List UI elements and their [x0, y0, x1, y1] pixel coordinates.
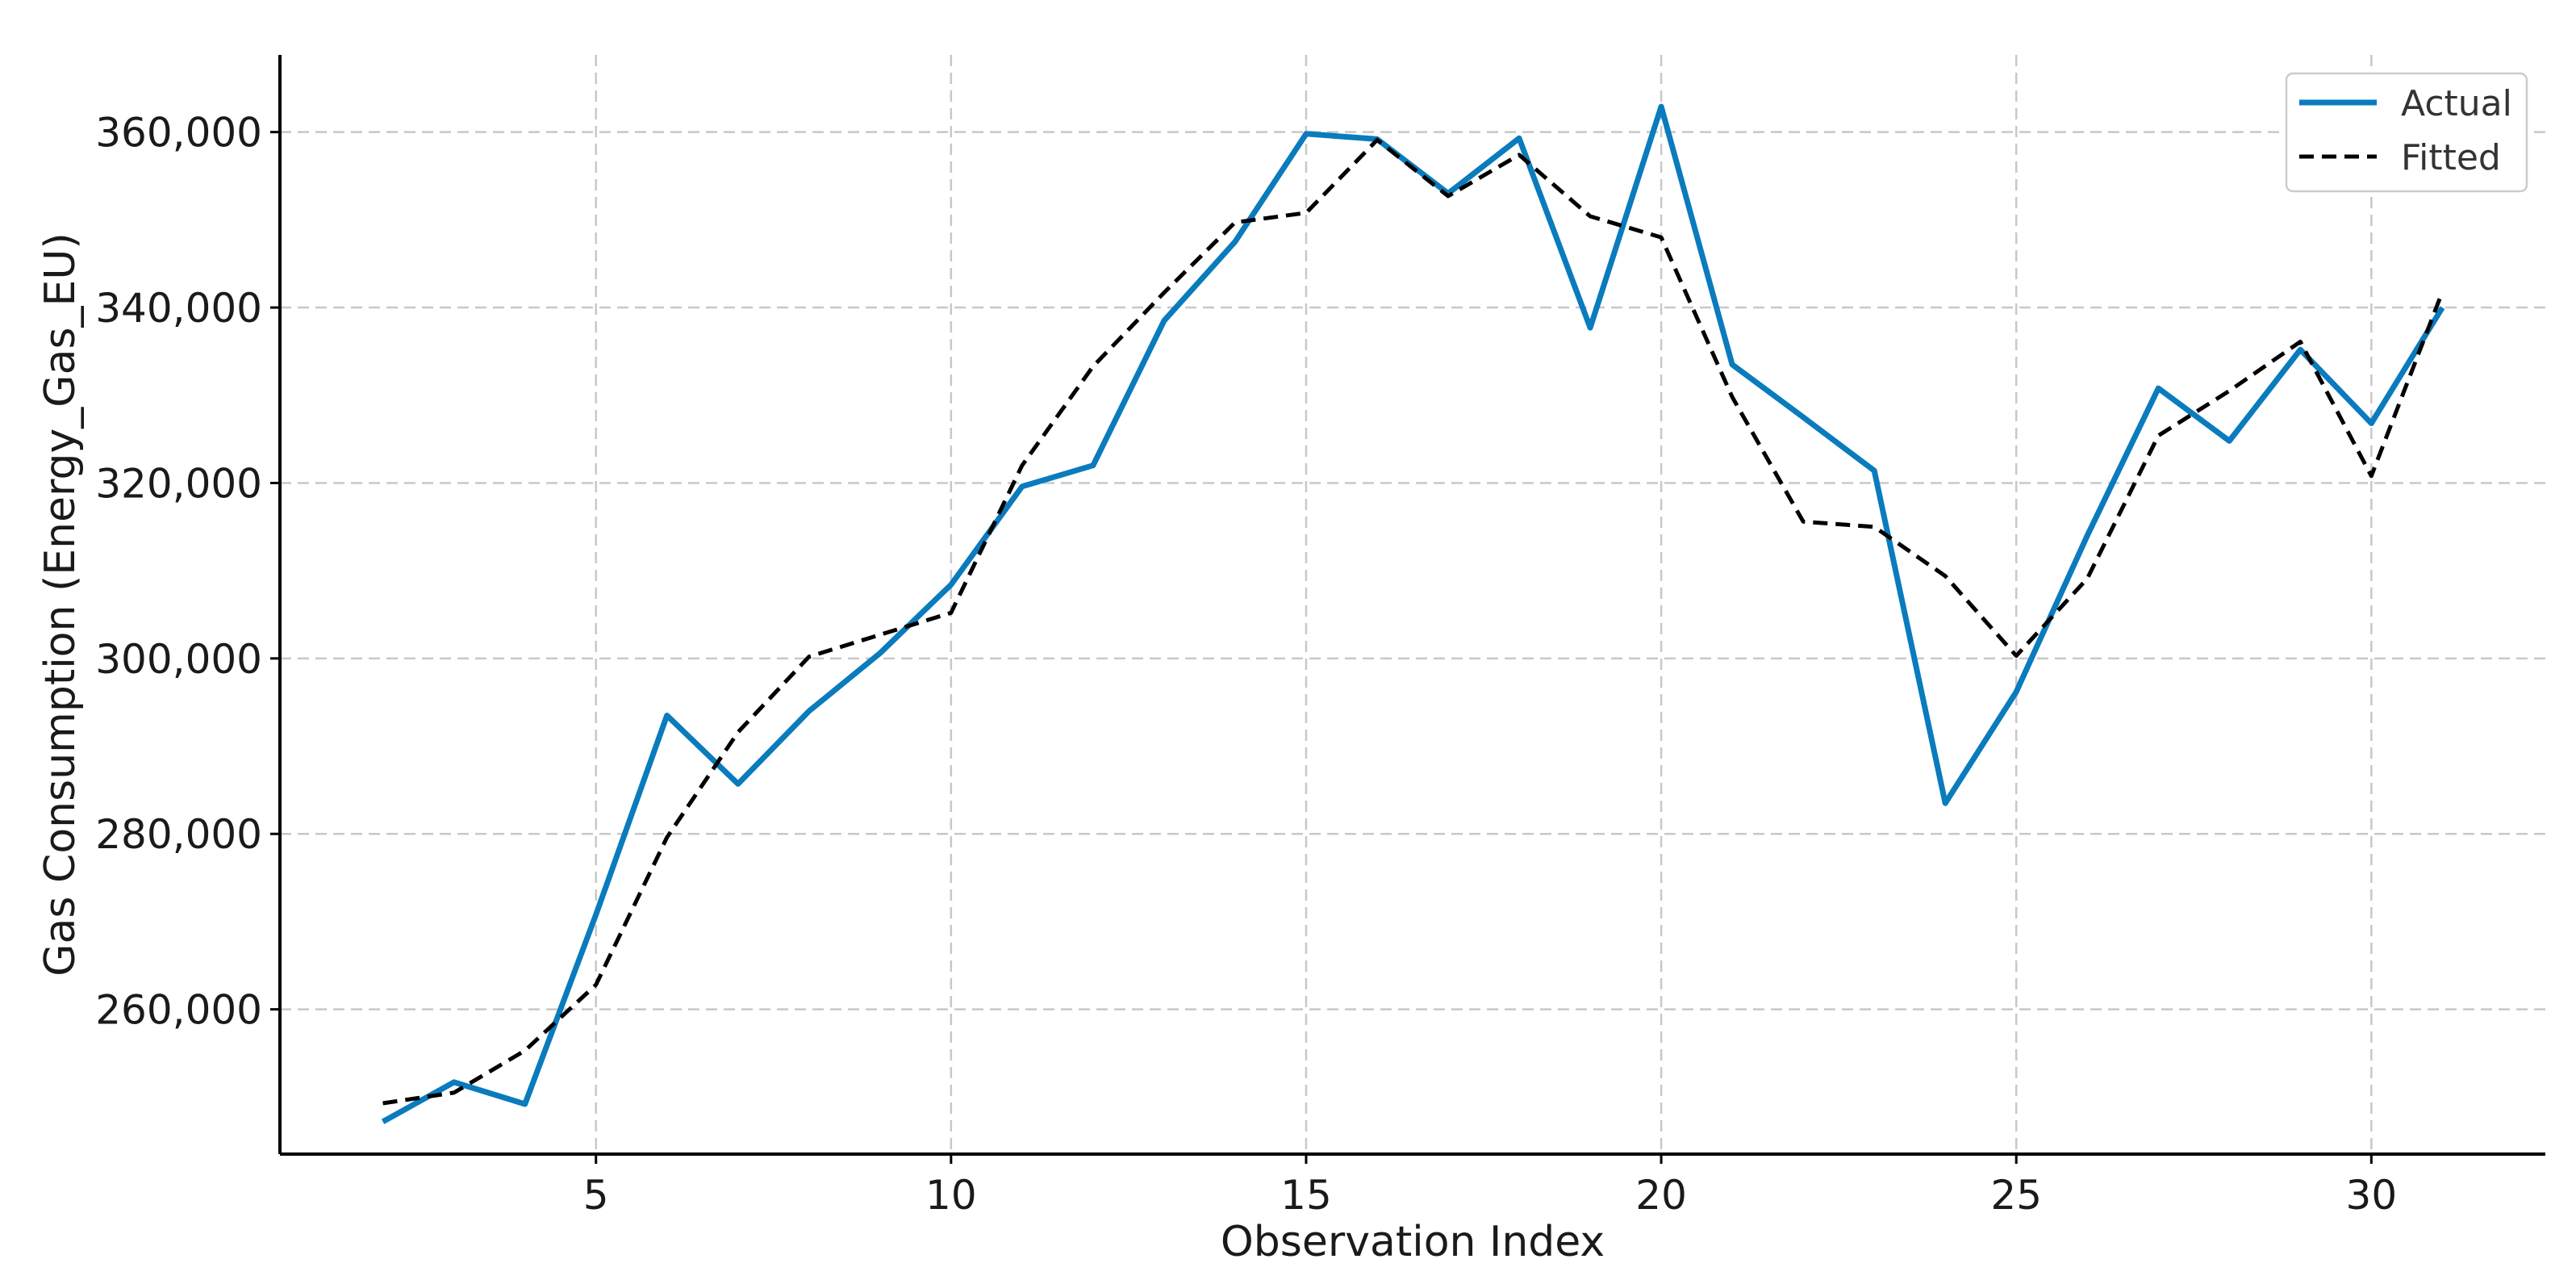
y-tick-label: 360,000: [95, 110, 262, 157]
grid: [280, 55, 2545, 1154]
series-lines: [381, 103, 2445, 1124]
y-axis-title: Gas Consumption (Energy_Gas_EU): [36, 232, 85, 977]
x-axis-title: Observation Index: [1221, 1218, 1605, 1266]
x-tick-label: 10: [925, 1172, 977, 1219]
y-tick-label: 340,000: [95, 285, 262, 332]
legend-label-actual: Actual: [2401, 83, 2512, 124]
legend: Actual Fitted: [2285, 72, 2528, 193]
series-line-actual: [381, 103, 2445, 1124]
legend-label-fitted: Fitted: [2401, 137, 2501, 178]
y-tick-label: 260,000: [95, 987, 262, 1034]
x-tick-label: 20: [1635, 1172, 1687, 1219]
y-tick-label: 300,000: [95, 636, 262, 683]
series-line-fitted: [382, 137, 2444, 1106]
y-axis-ticks: 260,000 280,000 300,000 320,000 340,000 360,0…: [95, 110, 280, 1034]
axes: [278, 55, 2545, 1156]
x-axis-ticks: 5 10 15 20 25 30: [583, 1154, 2397, 1219]
x-tick-label: 15: [1280, 1172, 1332, 1219]
x-tick-label: 5: [583, 1172, 609, 1219]
x-tick-label: 25: [1990, 1172, 2042, 1219]
y-tick-label: 280,000: [95, 811, 262, 858]
y-tick-label: 320,000: [95, 460, 262, 507]
x-tick-label: 30: [2346, 1172, 2398, 1219]
